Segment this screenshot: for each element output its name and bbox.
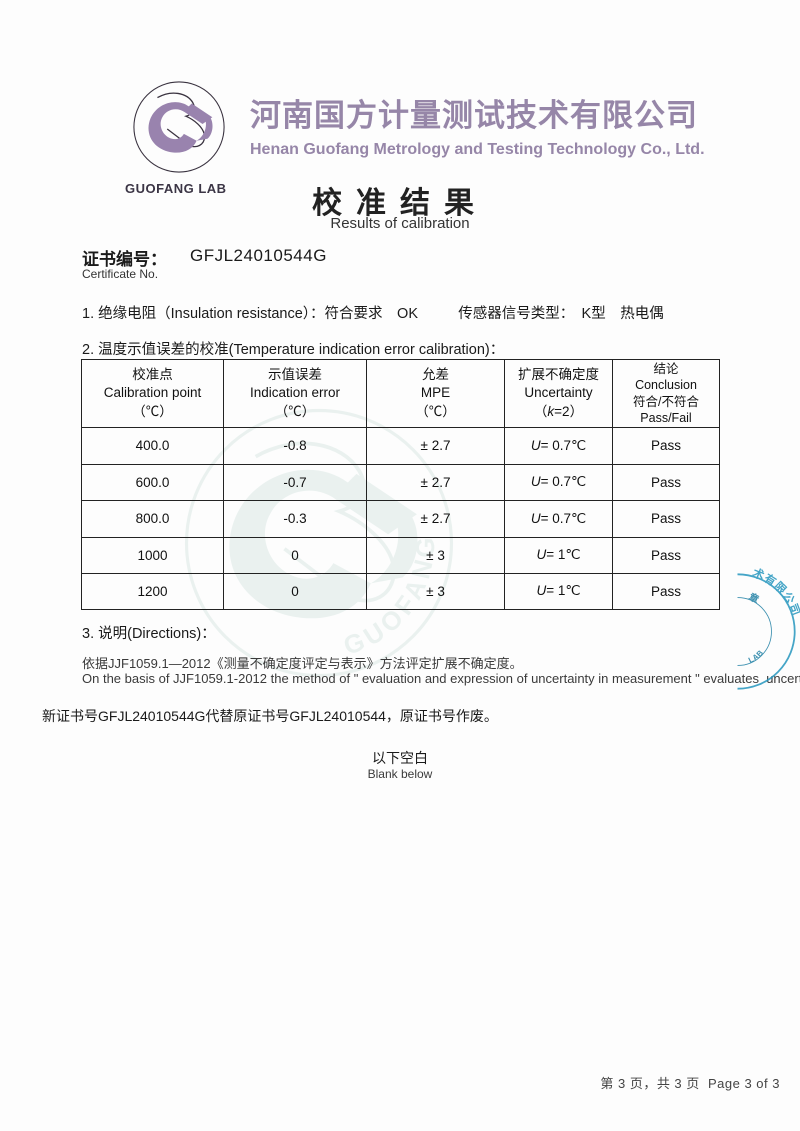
svg-text:章: 章 — [747, 591, 762, 606]
svg-text:术有限公司: 术有限公司 — [750, 565, 800, 618]
svg-text:LAB: LAB — [747, 648, 765, 665]
